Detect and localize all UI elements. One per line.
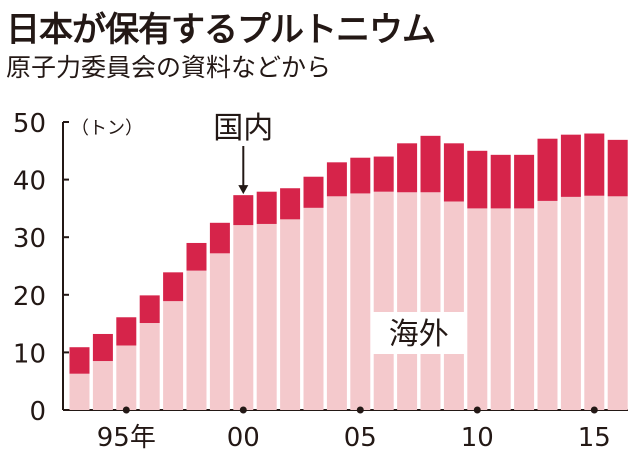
bar-domestic <box>443 143 464 202</box>
y-tick-label: 50 <box>13 109 46 139</box>
bar-domestic <box>256 191 277 224</box>
bar-domestic <box>467 150 488 209</box>
x-tick-label: 00 <box>227 423 260 453</box>
bar-overseas <box>326 196 347 410</box>
x-tick-dot <box>356 406 364 414</box>
bar-overseas <box>490 208 511 410</box>
bar-overseas <box>584 195 605 410</box>
bar-overseas <box>373 191 394 410</box>
bar-domestic <box>350 157 371 194</box>
x-tick-dot <box>473 406 481 414</box>
bar-overseas <box>607 196 628 410</box>
bar-domestic <box>116 317 137 346</box>
bar-overseas <box>537 200 558 410</box>
bar-overseas <box>69 373 90 410</box>
y-tick-label: 20 <box>13 282 46 312</box>
x-tick-label: 15 <box>578 423 611 453</box>
bar-overseas <box>443 201 464 410</box>
x-tick-label: 10 <box>461 423 494 453</box>
bar-overseas <box>186 270 207 410</box>
annotation-overseas-label: 海外 <box>389 317 449 352</box>
bar-overseas <box>209 253 230 410</box>
bar-domestic <box>233 195 254 226</box>
bar-domestic <box>490 154 511 209</box>
y-tick-label: 30 <box>13 224 46 254</box>
bar-overseas <box>280 219 301 410</box>
bar-domestic <box>420 135 441 193</box>
bar-domestic <box>584 133 605 196</box>
bar-domestic <box>92 333 113 362</box>
bar-overseas <box>256 223 277 410</box>
bar-domestic <box>139 295 160 324</box>
y-tick-label: 10 <box>13 339 46 369</box>
bar-domestic <box>397 143 418 193</box>
bar-domestic <box>514 154 535 209</box>
bar-overseas <box>560 196 581 410</box>
y-unit-label: （トン） <box>71 118 143 139</box>
bar-overseas <box>92 361 113 410</box>
y-tick-label: 40 <box>13 167 46 197</box>
annotation-arrow-head <box>238 185 249 195</box>
bar-domestic <box>280 188 301 220</box>
x-tick-label: 05 <box>344 423 377 453</box>
bar-overseas <box>467 208 488 410</box>
bar-domestic <box>373 156 394 192</box>
bar-domestic <box>537 138 558 201</box>
bar-overseas <box>233 225 254 410</box>
bar-domestic <box>209 222 230 254</box>
bar-overseas <box>303 207 324 410</box>
bar-overseas <box>350 193 371 410</box>
x-tick-dot <box>590 406 598 414</box>
y-tick-label: 0 <box>29 397 46 427</box>
x-tick-dot <box>239 406 247 414</box>
chart-subtitle: 原子力委員会の資料などから <box>6 53 332 82</box>
bar-domestic <box>69 347 90 374</box>
bar-domestic <box>326 162 347 197</box>
bar-overseas <box>397 192 418 410</box>
bar-domestic <box>186 242 207 271</box>
annotation-domestic-label: 国内 <box>213 111 273 146</box>
x-tick-label: 95年 <box>97 423 156 453</box>
bar-overseas <box>163 301 184 410</box>
bar-domestic <box>560 134 581 197</box>
bar-domestic <box>163 272 184 302</box>
bar-overseas <box>420 192 441 410</box>
annotation-overseas-box <box>372 312 465 354</box>
x-tick-dot <box>122 406 130 414</box>
bar-overseas <box>139 323 160 410</box>
bar-domestic <box>607 139 628 197</box>
bar-overseas <box>116 345 137 410</box>
chart-title: 日本が保有するプルトニウム <box>6 10 436 50</box>
bar-overseas <box>514 208 535 410</box>
bar-domestic <box>303 176 324 208</box>
